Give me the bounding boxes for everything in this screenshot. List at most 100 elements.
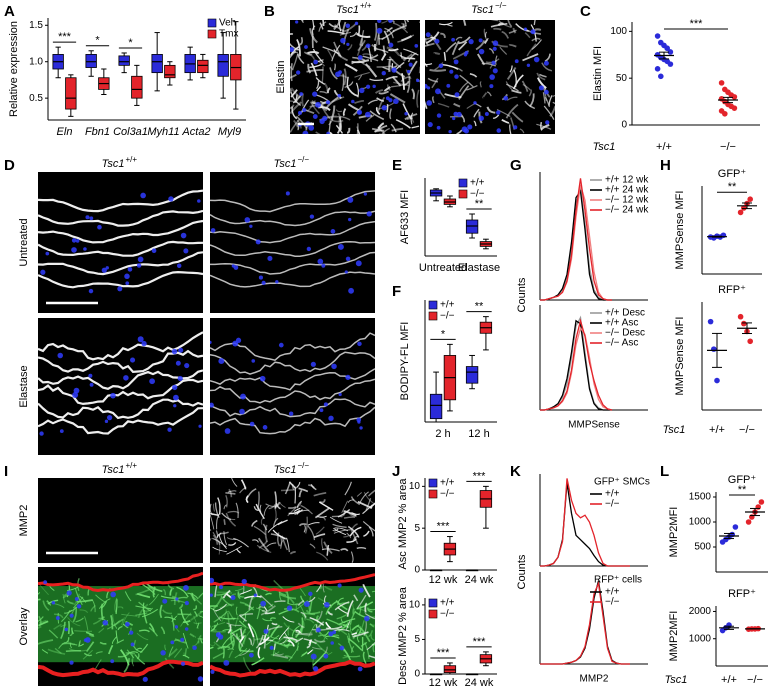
nucleus — [129, 630, 133, 634]
nucleus — [125, 622, 130, 627]
nucleus — [295, 20, 298, 23]
panel-title: RFP⁺ — [718, 284, 746, 296]
nucleus — [338, 583, 342, 587]
nucleus — [437, 113, 441, 117]
column-genotype: +/+ — [360, 1, 372, 10]
nucleus — [544, 90, 549, 95]
nucleus — [70, 614, 74, 618]
nucleus — [275, 280, 278, 283]
nucleus — [524, 27, 527, 30]
nucleus — [107, 415, 112, 420]
fiber — [240, 650, 253, 651]
nucleus — [263, 629, 268, 634]
nucleus — [172, 349, 177, 354]
nucleus — [289, 412, 293, 416]
significance-label: *** — [690, 18, 704, 30]
nucleus — [302, 108, 306, 112]
nucleus — [355, 22, 358, 25]
panel-letter: L — [660, 463, 669, 480]
nucleus — [40, 270, 45, 275]
box — [132, 76, 143, 98]
data-point — [668, 61, 674, 67]
nucleus — [141, 341, 146, 346]
nucleus — [382, 71, 386, 75]
panel-letter: F — [392, 283, 401, 300]
nucleus — [239, 409, 245, 415]
y-tick-label: 0 — [414, 565, 420, 576]
nucleus — [359, 88, 364, 93]
nucleus — [181, 662, 185, 666]
legend-label: Veh — [219, 18, 236, 29]
nucleus — [328, 416, 333, 421]
nucleus — [83, 247, 87, 251]
nucleus — [76, 239, 80, 243]
x-tick-label: Col3a1 — [113, 126, 148, 138]
fiber — [335, 64, 336, 70]
nucleus — [324, 602, 330, 608]
nucleus — [172, 385, 177, 390]
nucleus — [167, 428, 171, 432]
nucleus — [388, 43, 393, 48]
nucleus — [57, 353, 63, 359]
nucleus — [117, 286, 122, 291]
data-point — [658, 74, 664, 80]
nucleus — [340, 646, 345, 651]
nucleus — [391, 67, 396, 72]
data-point — [749, 514, 755, 520]
legend-label: −/− Asc — [605, 338, 638, 349]
micrograph — [38, 318, 203, 455]
fiber — [387, 104, 388, 112]
x-tick-label: 12 wk — [429, 574, 458, 586]
y-axis-label: MMPSense MFI — [674, 317, 686, 396]
nucleus — [162, 599, 167, 604]
legend-label: −/− — [440, 311, 455, 322]
micrograph — [38, 172, 203, 313]
y-tick-label: 1000 — [689, 633, 712, 644]
panel-letter: E — [392, 157, 402, 174]
y-tick-label: 10 — [409, 600, 421, 611]
nucleus — [143, 677, 148, 682]
nucleus — [330, 641, 334, 645]
legend-label: +/+ — [440, 598, 455, 609]
box — [218, 54, 229, 76]
nucleus — [493, 47, 497, 51]
nucleus — [262, 281, 266, 285]
y-axis-label: MMP2MFI — [668, 611, 680, 662]
data-point — [741, 321, 747, 327]
nucleus — [218, 358, 224, 364]
nucleus — [178, 348, 183, 353]
nucleus — [366, 43, 371, 48]
nucleus — [407, 70, 410, 73]
nucleus — [170, 640, 174, 644]
y-tick-label: 1500 — [689, 492, 712, 503]
nucleus — [260, 601, 266, 607]
fiber — [178, 614, 192, 615]
nucleus — [493, 68, 498, 73]
nucleus — [452, 117, 455, 120]
fiber — [217, 592, 232, 593]
y-tick-label: 5 — [414, 523, 420, 534]
significance-label: *** — [473, 470, 487, 482]
nucleus — [345, 270, 348, 273]
significance-label: *** — [58, 31, 72, 43]
nucleus — [298, 111, 302, 115]
nucleus — [503, 96, 508, 101]
fiber — [274, 601, 285, 602]
fiber — [211, 631, 226, 632]
y-axis-label: AF633 MFI — [399, 190, 411, 244]
nucleus — [240, 394, 246, 400]
nucleus — [219, 585, 223, 589]
nucleus — [210, 670, 214, 674]
micrograph — [276, 7, 426, 141]
data-point — [655, 33, 661, 39]
box — [66, 78, 77, 109]
fiber — [291, 63, 292, 81]
nucleus — [337, 94, 341, 98]
nucleus — [223, 660, 229, 666]
nucleus — [364, 192, 367, 195]
significance-label: ** — [475, 198, 484, 210]
column-gene: Tsc1 — [274, 464, 297, 476]
nucleus — [45, 252, 49, 256]
significance-label: * — [95, 35, 100, 47]
panel-letter: K — [510, 463, 521, 480]
